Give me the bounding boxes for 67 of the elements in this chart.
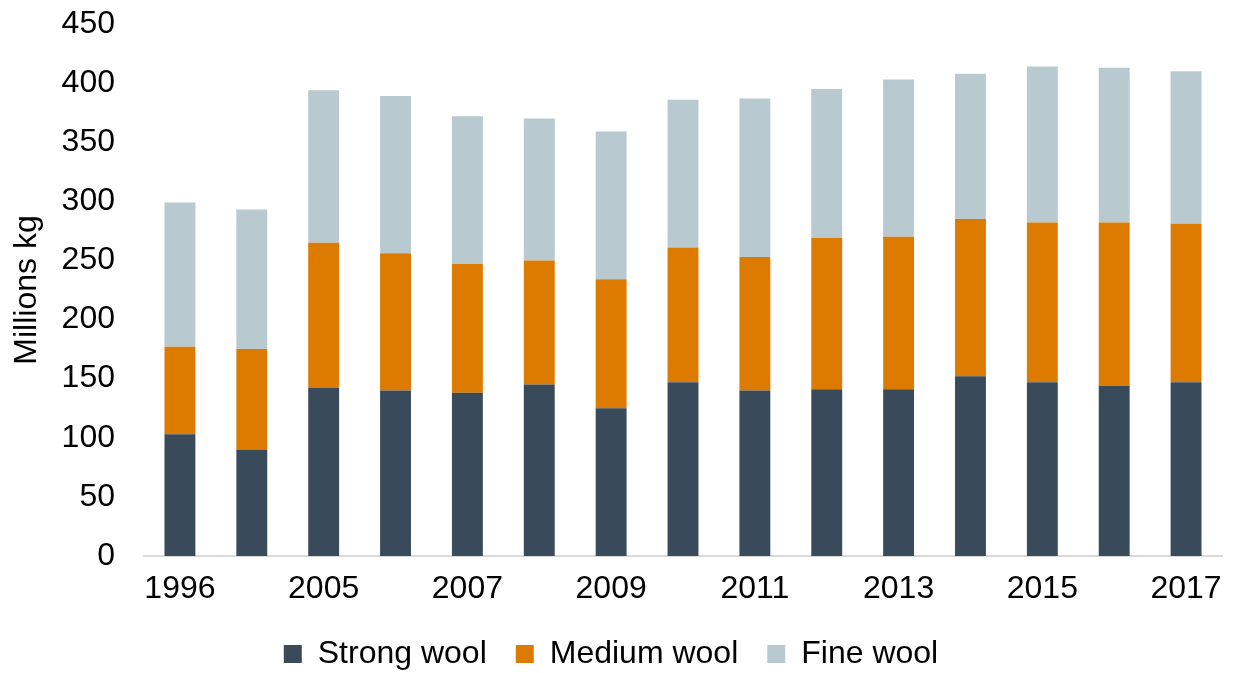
bar <box>1170 382 1202 556</box>
bar <box>451 116 483 264</box>
bar <box>1098 385 1130 556</box>
y-tick-label: 200 <box>61 299 115 336</box>
bar <box>308 242 340 389</box>
bar <box>380 253 411 391</box>
bar <box>1026 222 1058 383</box>
bar <box>164 202 196 347</box>
y-tick-label: 50 <box>79 476 115 513</box>
y-tick-label: 300 <box>61 181 115 218</box>
x-tick-label: 2015 <box>1006 569 1078 606</box>
bar <box>236 449 268 556</box>
x-tick-label: 2011 <box>720 569 790 606</box>
bar <box>883 236 915 390</box>
bar <box>523 384 555 556</box>
bar <box>955 219 986 377</box>
bar <box>811 237 843 390</box>
bar <box>739 256 771 391</box>
bar <box>164 346 196 435</box>
bar <box>739 390 771 556</box>
legend-label: Fine wool <box>801 633 939 670</box>
bar <box>523 118 555 261</box>
bar <box>451 392 483 556</box>
bar <box>380 96 411 254</box>
bar <box>955 376 986 556</box>
bar <box>308 90 340 243</box>
bar <box>308 388 340 556</box>
bar <box>739 98 771 257</box>
y-tick-label: 450 <box>61 3 115 40</box>
x-tick-label: 1996 <box>144 569 216 606</box>
bar <box>1170 223 1202 383</box>
bar <box>595 408 627 556</box>
y-tick-label: 100 <box>61 417 115 454</box>
bar <box>955 73 986 220</box>
x-tick-label: 2007 <box>431 569 503 606</box>
bar <box>667 99 699 248</box>
bar <box>811 89 843 238</box>
bar <box>451 263 483 393</box>
bar <box>164 434 196 556</box>
bar <box>380 390 411 556</box>
x-tick-label: 2017 <box>1150 569 1222 606</box>
x-tick-label: 2009 <box>575 569 647 606</box>
bar <box>236 209 268 350</box>
bar <box>1026 66 1058 223</box>
y-axis-title: Millions kg <box>7 215 44 365</box>
bar <box>883 389 915 556</box>
y-tick-label: 250 <box>61 240 115 277</box>
bar <box>1170 71 1202 224</box>
y-tick-label: 350 <box>61 122 115 159</box>
bar <box>883 79 915 237</box>
bar <box>667 247 699 383</box>
bar <box>595 131 627 280</box>
bar <box>811 389 843 556</box>
bar <box>595 279 627 409</box>
legend-label: Medium wool <box>549 633 739 670</box>
y-tick-label: 0 <box>97 535 115 572</box>
bar <box>1098 222 1130 386</box>
bar <box>236 349 268 450</box>
y-tick-label: 150 <box>61 358 115 395</box>
bar <box>1098 67 1130 223</box>
x-tick-label: 2013 <box>863 569 935 606</box>
legend-label: Strong wool <box>317 633 487 670</box>
bar <box>1026 382 1058 556</box>
bar <box>667 382 699 556</box>
y-tick-label: 400 <box>61 62 115 99</box>
x-tick-label: 2005 <box>288 569 360 606</box>
bar <box>523 260 555 385</box>
